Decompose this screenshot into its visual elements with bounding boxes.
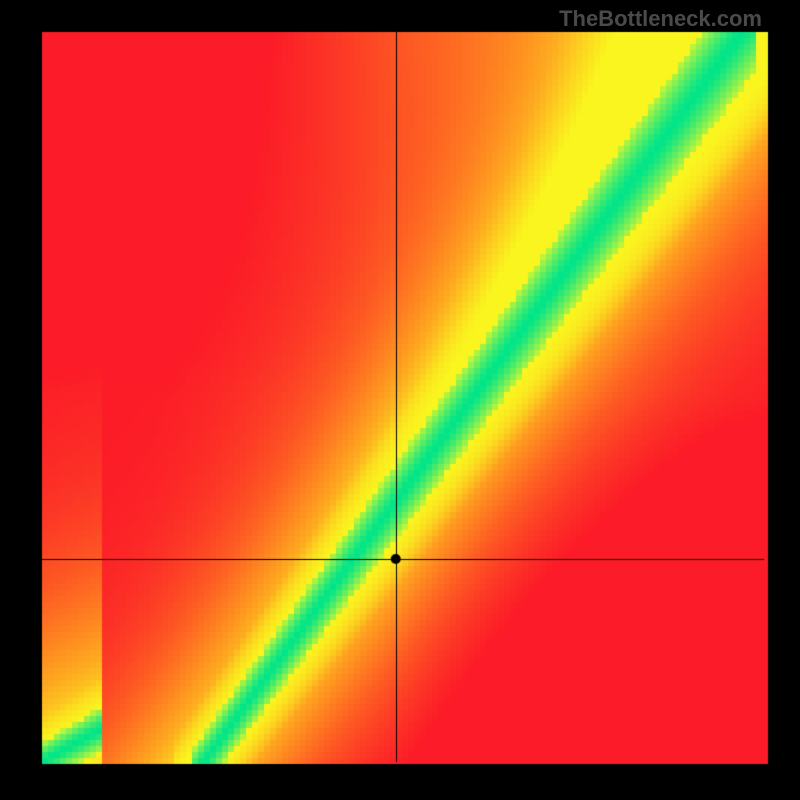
chart-container: TheBottleneck.com [0, 0, 800, 800]
bottleneck-heatmap [0, 0, 800, 800]
watermark-text: TheBottleneck.com [559, 6, 762, 32]
